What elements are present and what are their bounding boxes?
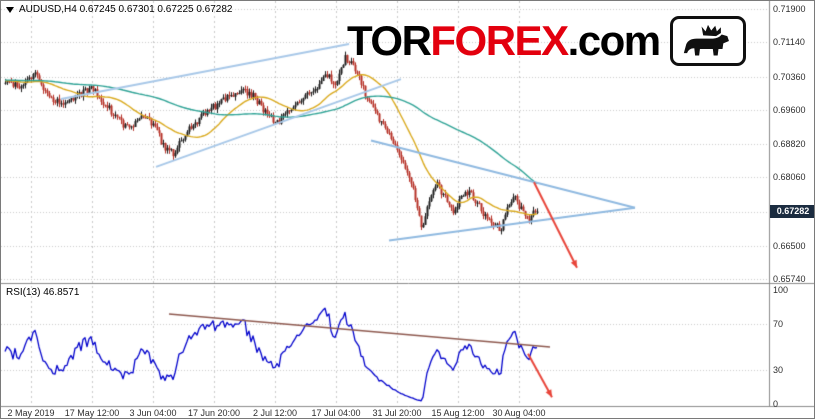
time-axis-label: 31 Jul 20:00 (372, 408, 422, 418)
time-axis-label: 30 Aug 04:00 (492, 408, 546, 418)
time-axis-label: 15 Aug 12:00 (431, 408, 485, 418)
price-axis-label: 0.68060 (773, 172, 806, 183)
rsi-axis-label: 70 (773, 319, 784, 330)
time-axis-label: 2 May 2019 (7, 408, 55, 418)
price-axis-label: 0.71900 (773, 3, 806, 14)
symbol-header: AUDUSD,H4 0.67245 0.67301 0.67225 0.6728… (6, 4, 233, 15)
symbol-ohlc-text: AUDUSD,H4 0.67245 0.67301 0.67225 0.6728… (19, 4, 233, 15)
time-axis-label: 17 Jun 20:00 (187, 408, 241, 418)
price-axis-label: 0.70360 (773, 71, 806, 82)
logo-part-com: .com (567, 17, 662, 64)
rsi-axis-label: 100 (773, 285, 789, 295)
price-axis-label: 0.69600 (773, 104, 806, 115)
rsi-indicator-label: RSI(13) 46.8571 (6, 287, 80, 298)
symbol-marker-icon (6, 7, 14, 13)
price-axis-label: 0.71140 (773, 37, 805, 48)
current-price-badge: 0.67282 (770, 204, 814, 218)
time-axis-label: 2 Jul 12:00 (252, 408, 298, 418)
torforex-logo-text: TORFOREX.com (347, 17, 662, 64)
time-axis-label: 17 May 12:00 (64, 408, 120, 418)
rsi-axis-label: 30 (773, 364, 784, 375)
logo-part-forex: FOREX (430, 17, 569, 64)
time-axis-label: 17 Jul 04:00 (311, 408, 361, 418)
price-axis-label: 0.68820 (773, 139, 806, 150)
torforex-watermark: TORFOREX.com (347, 16, 746, 66)
rsi-axis-label: 0 (773, 399, 779, 409)
logo-part-top: TOR (347, 17, 432, 64)
elk-logo-box (669, 16, 746, 66)
price-axis-label: 0.66500 (773, 240, 806, 251)
elk-logo-icon (683, 24, 729, 56)
price-axis-label: 0.65740 (773, 274, 806, 285)
time-axis-label: 3 Jun 04:00 (129, 408, 177, 418)
